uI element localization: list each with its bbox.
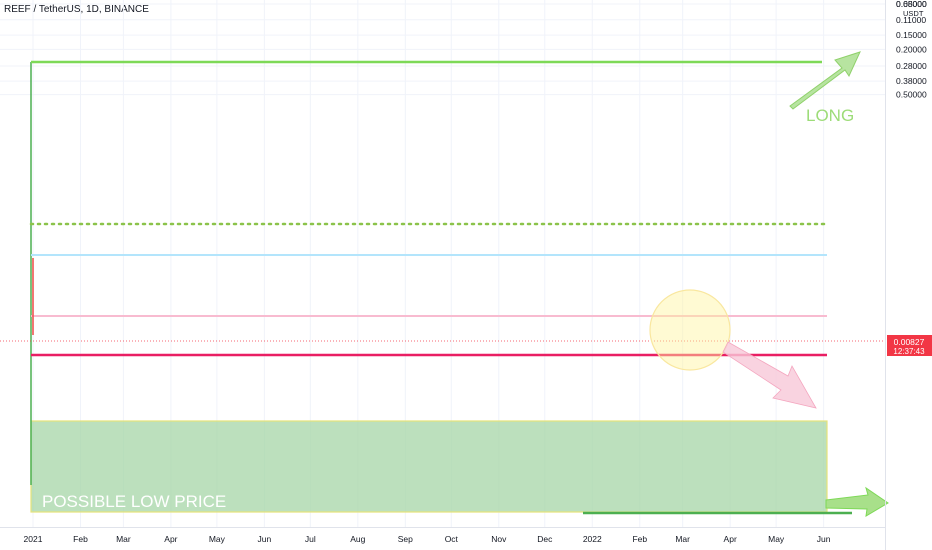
price-tick-label[interactable]: 0.28000 (896, 61, 927, 71)
price-tick-label[interactable]: 0.20000 (896, 44, 927, 54)
price-axis[interactable]: 0.65000 0.50000 0.38000 0.28000 0.20000 0.150… (885, 0, 932, 550)
price-tick-label[interactable]: 0.50000 (896, 90, 927, 100)
low-price-zone (30, 420, 828, 513)
time-tick-label[interactable]: Mar (116, 534, 131, 544)
long-arrow (789, 51, 861, 110)
symbol-title: REEF / TetherUS, 1D, BINANCE (4, 4, 149, 15)
time-tick-label[interactable]: Jun (258, 534, 272, 544)
long-label: LONG (806, 106, 854, 125)
drawing-layer (0, 60, 885, 515)
current-price-value: 0.00827 (894, 337, 925, 347)
time-tick-label[interactable]: Oct (445, 534, 459, 544)
time-tick-label[interactable]: 2021 (24, 534, 43, 544)
arrow-right-icon (825, 486, 889, 517)
price-tick-label[interactable]: 0.15000 (896, 30, 927, 40)
time-tick-label[interactable]: Feb (632, 534, 647, 544)
time-tick-label[interactable]: Aug (350, 534, 365, 544)
time-tick-label[interactable]: Dec (537, 534, 553, 544)
time-tick-label[interactable]: Apr (724, 534, 737, 544)
time-tick-label[interactable]: Jul (305, 534, 316, 544)
price-tick-label[interactable]: 0.38000 (896, 76, 927, 86)
time-tick-label[interactable]: Nov (491, 534, 507, 544)
time-tick-label[interactable]: May (209, 534, 226, 544)
time-tick-label[interactable]: Sep (398, 534, 413, 544)
time-tick-label[interactable]: 2022 (583, 534, 602, 544)
arrow-up-right-icon (789, 51, 861, 110)
arrow-down-right-icon (722, 341, 817, 409)
price-tick-label[interactable]: 0.11000 (896, 15, 926, 25)
time-tick-label[interactable]: Jun (817, 534, 831, 544)
highlight-circle (649, 289, 731, 371)
price-unit-label: USDT (903, 9, 924, 18)
annotation-layer: LONG POSSIBLE LOW PRICE (42, 51, 889, 517)
time-tick-label[interactable]: Feb (73, 534, 88, 544)
time-tick-label[interactable]: Apr (164, 534, 177, 544)
time-axis[interactable]: 2021 Feb Mar Apr May Jun Jul Aug Sep Oct Nov Dec 202… (0, 527, 885, 545)
possible-low-price-label: POSSIBLE LOW PRICE (42, 492, 226, 511)
time-tick-label[interactable]: Mar (675, 534, 690, 544)
price-tick-label[interactable]: 0.08000 (896, 0, 927, 9)
price-tick-label[interactable]: 0.65000 (896, 0, 927, 9)
candles[interactable] (32, 0, 680, 335)
time-tick-label[interactable]: May (768, 534, 785, 544)
price-tag-bg (887, 335, 932, 356)
bar-countdown: 12:37:43 (893, 347, 925, 356)
